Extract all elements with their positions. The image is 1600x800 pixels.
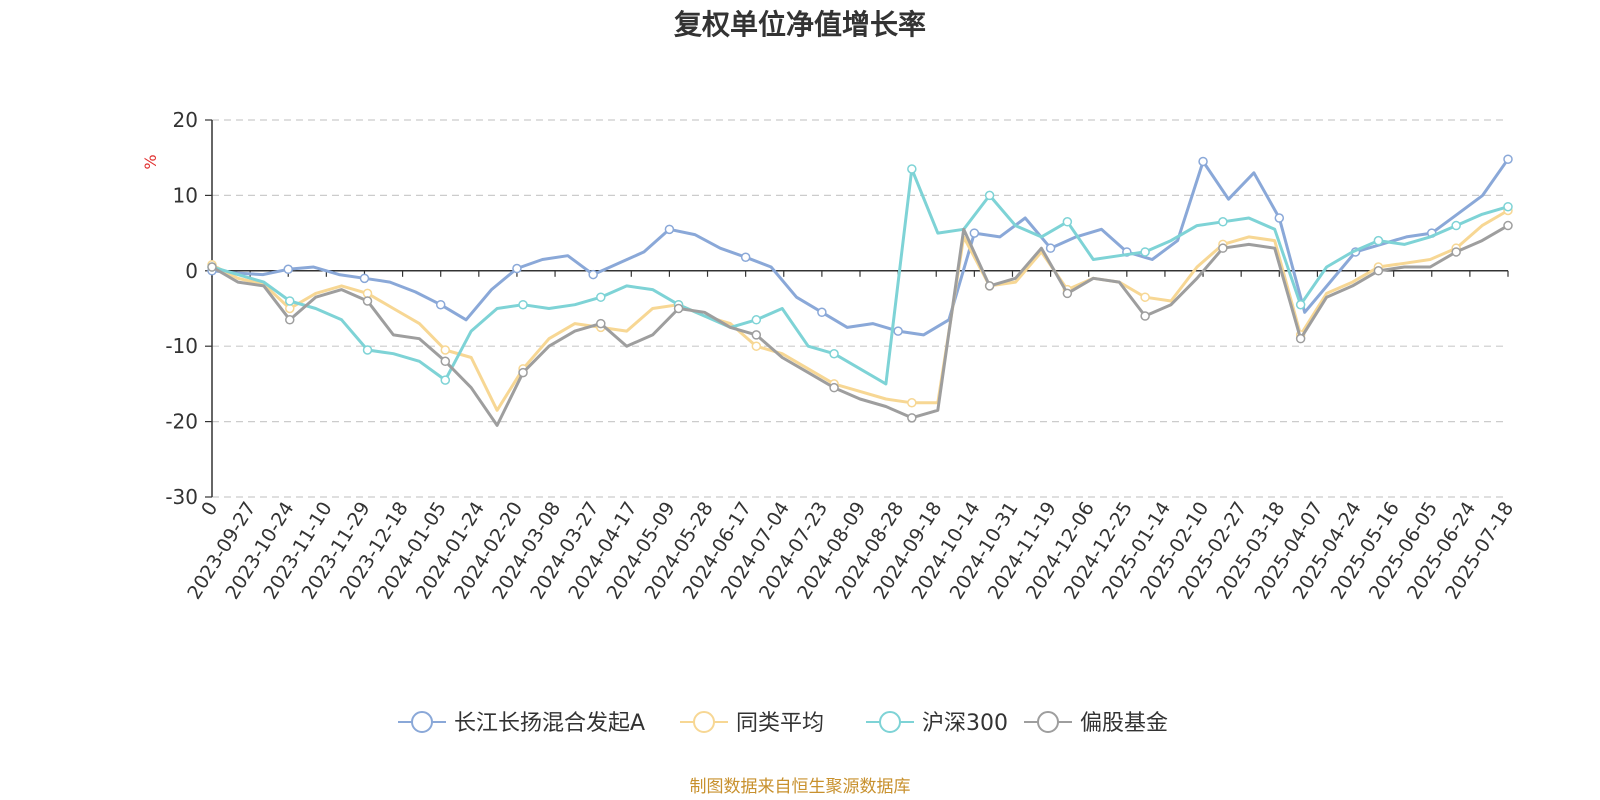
y-tick-label: 0 — [185, 259, 198, 283]
series-0-point — [893, 326, 903, 336]
series-line-3 — [211, 224, 1509, 427]
series-0-point — [1274, 213, 1285, 223]
legend-swatch-circle — [879, 711, 901, 733]
series-3-point — [907, 413, 917, 423]
series-3-point — [1373, 266, 1384, 276]
series-2-point — [1062, 217, 1073, 227]
series-3-point — [1140, 311, 1150, 321]
legend-label: 沪深300 — [922, 711, 1008, 736]
series-1-point — [907, 398, 917, 408]
series-2-point — [362, 345, 373, 355]
series-3-point — [829, 382, 839, 393]
series-3-point — [984, 281, 995, 291]
series-2-point — [440, 375, 451, 385]
series-3-point — [207, 262, 217, 272]
series-1-point — [440, 345, 451, 355]
series-line-1 — [211, 209, 1509, 412]
legend-label: 长江长扬混合发起A — [454, 711, 645, 736]
series-2-point — [1373, 235, 1384, 246]
series-3-point — [1451, 247, 1461, 257]
gridlines — [212, 119, 1508, 498]
axes — [211, 120, 1508, 497]
series-0-point — [435, 299, 446, 310]
source-note: 制图数据来自恒生聚源数据库 — [690, 777, 911, 797]
series-3-point — [362, 296, 373, 306]
series-0-point — [664, 224, 675, 235]
series-0-point — [740, 252, 751, 262]
series-0-point — [512, 263, 522, 274]
series-3-point — [596, 318, 606, 329]
legend-swatch-circle — [1037, 711, 1059, 733]
series-line-0 — [211, 158, 1510, 337]
legend-swatch-circle — [411, 711, 433, 733]
legend-item-1[interactable]: 同类平均 — [680, 711, 824, 736]
legend-label: 同类平均 — [736, 711, 824, 736]
legend-item-0[interactable]: 长江长扬混合发起A — [398, 711, 645, 736]
series-3-point — [440, 356, 451, 367]
y-tick-label: -30 — [165, 485, 198, 509]
series-0-point — [359, 273, 370, 284]
series-2-point — [1295, 299, 1306, 310]
legend-item-3[interactable]: 偏股基金 — [1024, 711, 1168, 736]
series-lines — [207, 154, 1513, 427]
series-2-point — [1140, 247, 1150, 257]
series-line-2 — [211, 167, 1509, 386]
legend-item-2[interactable]: 沪深300 — [866, 711, 1008, 736]
y-tick-label: -10 — [165, 334, 198, 358]
series-3-point — [285, 315, 295, 325]
y-tick-label: 20 — [173, 108, 198, 132]
y-tick-label: 10 — [173, 183, 198, 207]
series-0-point — [1045, 243, 1056, 253]
series-2-point — [1218, 217, 1228, 227]
series-2-point — [907, 164, 917, 174]
y-tick-label: -20 — [165, 410, 198, 434]
legend-swatch-circle — [693, 711, 715, 733]
series-2-point — [751, 315, 762, 325]
series-3-point — [1295, 333, 1306, 344]
series-0-point — [1198, 156, 1208, 167]
series-0-point — [1503, 154, 1513, 164]
series-0-point — [817, 307, 827, 318]
legend-label: 偏股基金 — [1080, 711, 1168, 736]
series-3-point — [1062, 288, 1073, 299]
series-2-point — [1451, 220, 1461, 231]
series-2-point — [596, 292, 606, 302]
series-3-point — [673, 303, 684, 314]
legend[interactable]: 长江长扬混合发起A 同类平均 沪深300 偏股基金 — [398, 711, 1168, 736]
series-2-point — [984, 190, 995, 201]
y-axis-unit-label: % — [141, 154, 160, 169]
series-3-point — [751, 330, 762, 340]
y-axis-ticks: 20 10 0 -10 -20 -30 — [165, 108, 212, 509]
series-2-point — [285, 296, 295, 306]
series-2-point — [1503, 201, 1513, 212]
chart-title: 复权单位净值增长率 — [674, 8, 926, 41]
series-2-point — [518, 299, 528, 310]
series-3-point — [518, 367, 528, 378]
series-1-point — [1140, 292, 1150, 302]
series-0-point — [283, 264, 293, 275]
x-tick-label: 0 — [197, 498, 222, 520]
series-3-point — [1503, 220, 1513, 231]
series-0-point — [588, 269, 598, 280]
series-3-point — [1218, 243, 1228, 253]
series-2-point — [829, 348, 839, 359]
series-1-point — [751, 341, 762, 351]
series-0-point — [969, 228, 980, 238]
